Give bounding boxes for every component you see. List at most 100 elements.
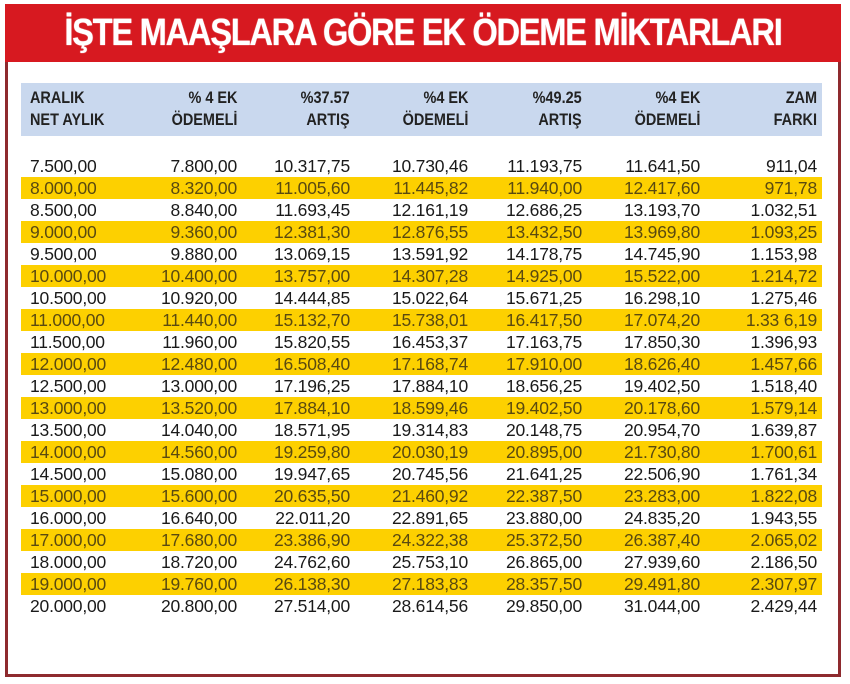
table-cell: 10.400,00 [160,266,237,286]
table-cell: 9.360,00 [170,222,237,242]
table-cell: 14.745,90 [623,244,700,264]
table-cell: 17.000,00 [30,530,107,550]
table-row: 13.000,00 13.520,00 17.884,10 18.599,46 19.4… [21,397,822,419]
table-cell: 11.500,00 [30,332,105,352]
table-cell: 2.186,50 [750,552,817,572]
table-cell: 7.500,00 [30,156,97,176]
table-cell: 20.745,56 [391,464,468,484]
table-cell: 22.387,50 [505,486,582,506]
table-cell: 1.457,66 [750,354,817,374]
table-cell: 7.800,00 [170,156,237,176]
column-header-4pct-bonus-2: %4 EK ÖDEMELİ [402,87,468,131]
table-cell: 14.925,00 [505,266,582,286]
table-cell: 1.579,14 [750,398,817,418]
column-header-line2: NET AYLIK [30,110,105,129]
table-cell: 26.387,40 [623,530,700,550]
table-cell: 27.939,60 [623,552,700,572]
table-row: 17.000,00 17.680,00 23.386,90 24.322,38 25.3… [21,529,822,551]
column-header-line2: ARTIŞ [306,110,350,129]
table-row: 7.500,00 7.800,00 10.317,75 10.730,46 11.193… [21,155,822,177]
table-cell: 17.074,20 [623,310,700,330]
table-cell: 26.865,00 [505,552,582,572]
table-cell: 11.960,00 [162,332,237,352]
table-cell: 21.730,80 [623,442,700,462]
table-cell: 14.444,85 [273,288,350,308]
table-cell: 19.314,83 [391,420,468,440]
table-cell: 15.820,55 [273,332,350,352]
column-header-line2: FARKI [773,110,817,129]
table-cell: 1.032,51 [750,200,817,220]
table-row: 16.000,00 16.640,00 22.011,20 22.891,65 23.8… [21,507,822,529]
table-cell: 19.402,50 [623,376,700,396]
table-cell: 9.500,00 [30,244,97,264]
table-cell: 21.460,92 [391,486,468,506]
table-cell: 21.641,25 [505,464,582,484]
column-header-4pct-bonus-1: % 4 EK ÖDEMELİ [171,87,237,131]
table-cell: 18.720,00 [160,552,237,572]
table-cell: 12.000,00 [30,354,107,374]
table-cell: 29.850,00 [505,596,582,616]
table-cell: 20.000,00 [30,596,107,616]
table-cell: 15.132,70 [273,310,350,330]
table-cell: 25.753,10 [391,552,468,572]
data-table-body: 7.500,00 7.800,00 10.317,75 10.730,46 11.193… [21,155,822,617]
table-cell: 18.599,46 [391,398,468,418]
table-cell: 11.445,82 [393,178,468,198]
column-header-line1: ZAM [785,88,817,107]
table-cell: 11.693,45 [275,200,350,220]
table-cell: 20.954,70 [623,420,700,440]
column-header-line1: % 4 EK [188,88,237,107]
table-cell: 16.000,00 [30,508,107,528]
table-cell: 20.895,00 [505,442,582,462]
table-cell: 11.193,75 [507,156,582,176]
table-cell: 17.168,74 [391,354,468,374]
table-cell: 22.011,20 [275,508,350,528]
table-cell: 8.320,00 [170,178,237,198]
table-cell: 19.947,65 [273,464,350,484]
table-cell: 20.148,75 [505,420,582,440]
column-header-net-salary: ARALIK NET AYLIK [30,87,104,131]
table-cell: 9.000,00 [30,222,97,242]
table-cell: 17.163,75 [505,332,582,352]
table-cell: 23.283,00 [623,486,700,506]
table-cell: 16.298,10 [623,288,700,308]
table-cell: 1.518,40 [750,376,817,396]
table-cell: 28.614,56 [391,596,468,616]
table-cell: 13.000,00 [160,376,237,396]
table-cell: 14.000,00 [30,442,107,462]
table-cell: 27.514,00 [273,596,350,616]
table-cell: 1.396,93 [750,332,817,352]
page-title: İŞTE MAAŞLARA GÖRE EK ÖDEME MİKTARLARI [64,11,782,54]
table-cell: 15.080,00 [160,464,237,484]
table-row: 14.000,00 14.560,00 19.259,80 20.030,19 20.8… [21,441,822,463]
table-cell: 12.686,25 [505,200,582,220]
table-cell: 15.738,01 [391,310,468,330]
column-header-line1: %4 EK [423,88,468,107]
table-cell: 2.065,02 [750,530,817,550]
table-cell: 8.000,00 [30,178,97,198]
table-cell: 911,04 [765,156,817,176]
table-cell: 10.500,00 [30,288,107,308]
table-cell: 1.822,08 [750,486,817,506]
table-cell: 14.178,75 [505,244,582,264]
table-cell: 18.571,95 [273,420,350,440]
table-row: 9.000,00 9.360,00 12.381,30 12.876,55 13.432… [21,221,822,243]
table-cell: 11.641,50 [625,156,700,176]
column-header-line2: ÖDEMELİ [634,110,700,129]
column-header-line2: ÖDEMELİ [171,110,237,129]
table-cell: 20.030,19 [391,442,468,462]
table-cell: 24.835,20 [623,508,700,528]
table-row: 11.000,00 11.440,00 15.132,70 15.738,01 16.4… [21,309,822,331]
table-cell: 22.891,65 [391,508,468,528]
table-cell: 14.307,28 [391,266,468,286]
table-cell: 13.069,15 [273,244,350,264]
table-row: 19.000,00 19.760,00 26.138,30 27.183,83 28.3… [21,573,822,595]
table-cell: 13.520,00 [160,398,237,418]
table-cell: 1.093,25 [750,222,817,242]
table-cell: 1.943,55 [750,508,817,528]
table-row: 18.000,00 18.720,00 24.762,60 25.753,10 26.8… [21,551,822,573]
table-cell: 1.639,87 [750,420,817,440]
table-cell: 1.214,72 [750,266,817,286]
table-cell: 10.000,00 [30,266,107,286]
table-cell: 13.969,80 [623,222,700,242]
